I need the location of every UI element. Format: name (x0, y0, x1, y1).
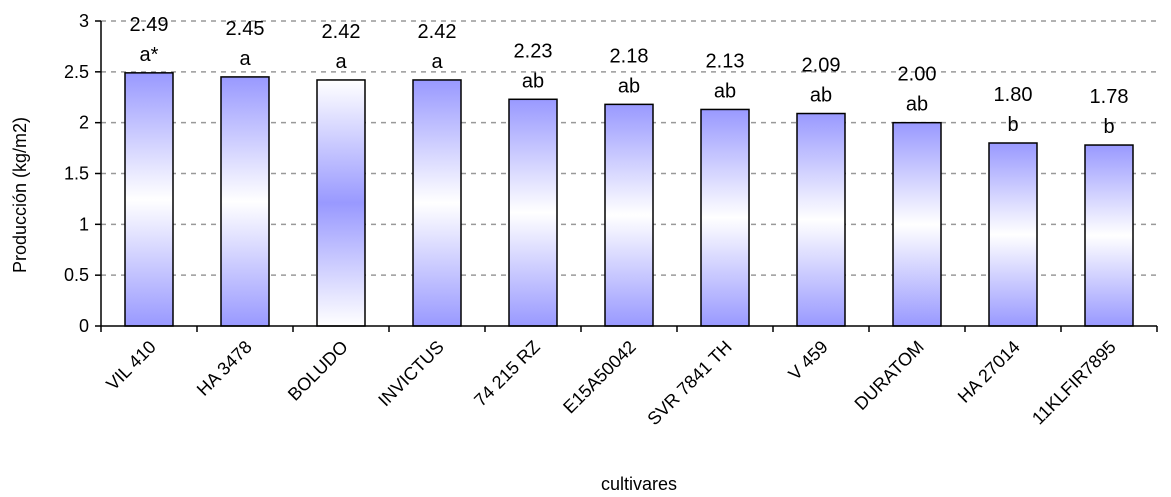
bar (508, 98, 558, 327)
value-label: 2.09 (802, 55, 841, 77)
x-tick-label: 11KLFIR7895 (1028, 337, 1120, 429)
value-label: 2.00 (898, 64, 937, 86)
y-tick-label: 2.5 (64, 62, 89, 82)
significance-label: a* (140, 44, 159, 66)
bar (700, 108, 750, 327)
x-axis-title: cultivares (601, 474, 677, 494)
x-tick-label: E15A50042 (559, 337, 640, 418)
y-tick-label: 0 (79, 316, 89, 336)
bar (988, 142, 1038, 327)
y-tick-label: 1.5 (64, 164, 89, 184)
gridlines (101, 20, 1157, 276)
value-label: 1.80 (994, 84, 1033, 106)
value-label: 2.42 (418, 21, 457, 43)
value-label: 2.13 (706, 50, 745, 72)
bar (796, 112, 846, 327)
significance-label: a (335, 51, 347, 73)
y-tick-label: 3 (79, 11, 89, 31)
x-tick-label: SVR 7841 TH (643, 337, 735, 429)
x-tick-label: 74 215 RZ (470, 337, 544, 411)
bar (220, 76, 270, 327)
bars (124, 72, 1134, 327)
significance-label: ab (810, 85, 832, 107)
x-tick-label: V 459 (784, 337, 831, 384)
value-label: 1.78 (1090, 86, 1129, 108)
x-tick-label: HA 3478 (193, 337, 256, 400)
significance-label: a (431, 51, 443, 73)
value-label: 2.49 (130, 14, 169, 36)
x-tick-label: VIL 410 (102, 337, 160, 395)
value-label: 2.42 (322, 21, 361, 43)
bar (124, 72, 174, 327)
y-axis-title: Producción (kg/m2) (10, 117, 30, 273)
bar (316, 79, 366, 327)
x-tick-label: INVICTUS (374, 337, 448, 411)
x-tick-label: BOLUDO (284, 337, 352, 405)
y-tick-label: 0.5 (64, 265, 89, 285)
significance-label: ab (522, 70, 544, 92)
bar (892, 121, 942, 327)
significance-label: a (239, 48, 251, 70)
bar (604, 103, 654, 327)
value-label: 2.18 (610, 45, 649, 67)
significance-label: b (1007, 114, 1018, 136)
bar (412, 79, 462, 327)
value-label: 2.45 (226, 18, 265, 40)
significance-label: ab (906, 94, 928, 116)
y-tick-label: 1 (79, 214, 89, 234)
data-labels: 2.49 a* 2.45 a 2.42 a 2.42 a 2.23 ab 2.18 ab 2.13 ab 2… (130, 14, 1129, 138)
significance-label: ab (618, 75, 640, 97)
x-tick-label: HA 27014 (954, 337, 1024, 407)
bar (1084, 144, 1134, 327)
significance-label: b (1103, 116, 1114, 138)
y-tick-label: 2 (79, 113, 89, 133)
value-label: 2.23 (514, 40, 553, 62)
x-tick-label: DURATOM (851, 337, 928, 414)
significance-label: ab (714, 80, 736, 102)
